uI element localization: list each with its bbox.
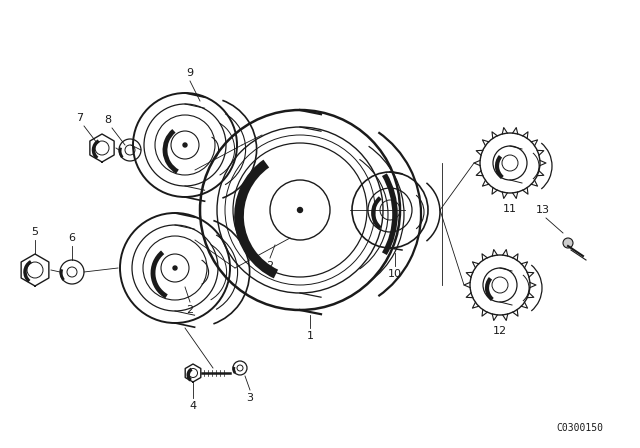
Circle shape bbox=[563, 238, 573, 248]
Text: 8: 8 bbox=[104, 115, 111, 125]
Text: C0300150: C0300150 bbox=[557, 423, 604, 433]
Text: 13: 13 bbox=[536, 205, 550, 215]
Text: 4: 4 bbox=[189, 401, 196, 411]
Circle shape bbox=[183, 143, 187, 147]
Text: 12: 12 bbox=[493, 326, 507, 336]
Text: 5: 5 bbox=[31, 227, 38, 237]
Text: 9: 9 bbox=[186, 68, 193, 78]
Text: 6: 6 bbox=[68, 233, 76, 243]
Text: 1: 1 bbox=[307, 331, 314, 341]
Text: 11: 11 bbox=[503, 204, 517, 214]
Text: 3: 3 bbox=[246, 393, 253, 403]
Text: 2: 2 bbox=[266, 261, 273, 271]
Text: 10: 10 bbox=[388, 269, 402, 279]
Circle shape bbox=[173, 266, 177, 270]
Circle shape bbox=[298, 207, 303, 212]
Text: 7: 7 bbox=[76, 113, 84, 123]
Text: 2: 2 bbox=[186, 305, 193, 315]
